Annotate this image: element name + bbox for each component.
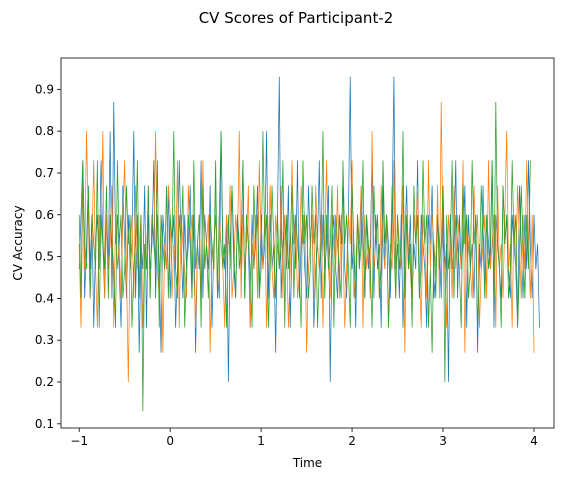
series-line-1 bbox=[78, 76, 540, 383]
x-tick-label: 1 bbox=[257, 434, 265, 448]
y-tick-label: 0.9 bbox=[35, 82, 54, 96]
x-axis: −1 0 1 2 3 4 bbox=[70, 428, 538, 448]
y-tick-label: 0.6 bbox=[35, 208, 54, 222]
y-tick-label: 0.2 bbox=[35, 375, 54, 389]
series-line-2 bbox=[78, 101, 535, 383]
x-tick-label: 3 bbox=[439, 434, 447, 448]
y-tick-label: 0.7 bbox=[35, 166, 54, 180]
y-tick-label: 0.4 bbox=[35, 291, 54, 305]
x-axis-label: Time bbox=[292, 456, 322, 470]
series-line-3 bbox=[78, 101, 531, 412]
chart-title: CV Scores of Participant-2 bbox=[199, 9, 394, 27]
series-group bbox=[78, 76, 540, 412]
y-axis-label: CV Accuracy bbox=[11, 205, 25, 280]
x-tick-label: 0 bbox=[166, 434, 174, 448]
x-tick-label: 4 bbox=[530, 434, 538, 448]
plot-area-frame bbox=[60, 57, 555, 429]
x-tick-label: −1 bbox=[70, 434, 88, 448]
y-tick-label: 0.1 bbox=[35, 417, 54, 431]
x-tick-label: 2 bbox=[348, 434, 356, 448]
y-tick-label: 0.5 bbox=[35, 250, 54, 264]
y-tick-label: 0.3 bbox=[35, 333, 54, 347]
y-axis: 0.1 0.2 0.3 0.4 0.5 0.6 0.7 0.8 0.9 bbox=[35, 82, 61, 431]
y-tick-label: 0.8 bbox=[35, 124, 54, 138]
